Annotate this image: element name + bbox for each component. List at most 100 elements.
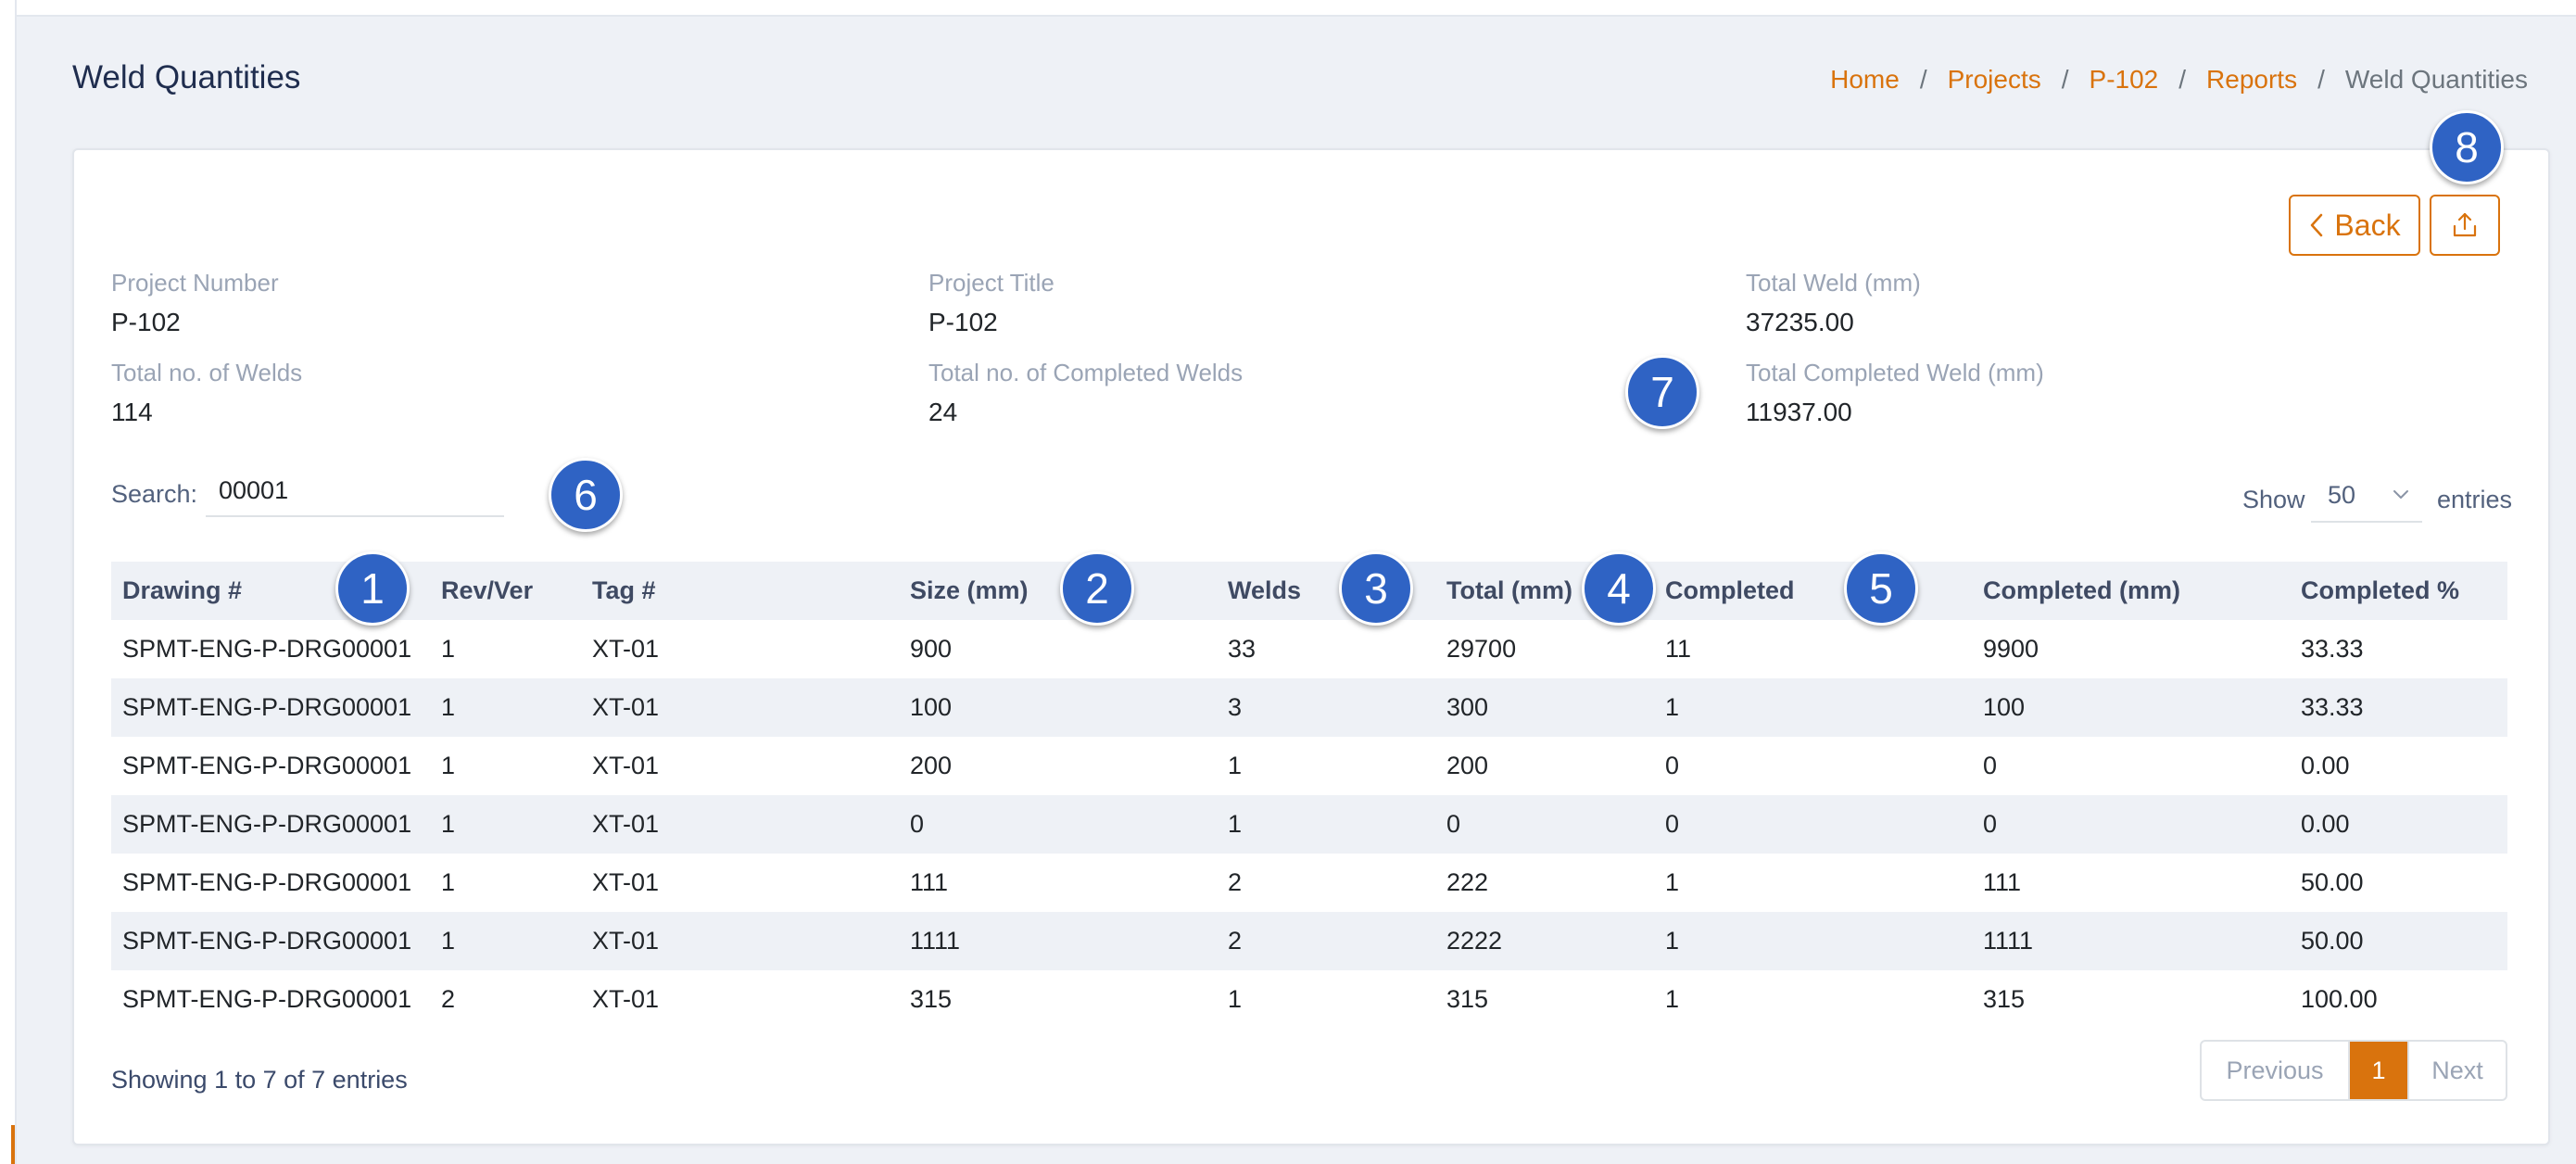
cell-welds: 3 [1217, 678, 1435, 737]
breadcrumb-separator: / [2317, 65, 2325, 94]
cell-completed-percent: 100.00 [2301, 985, 2378, 1013]
entries-per-page-value: 50 [2328, 480, 2356, 509]
project-number-value: P-102 [111, 308, 181, 336]
cell-tag: XT-01 [581, 678, 899, 737]
cell-welds: 1 [1228, 985, 1243, 1013]
cell-tag: XT-01 [592, 635, 660, 663]
cell-completed: 0 [1665, 752, 1680, 779]
cell-completed: 1 [1654, 912, 1972, 970]
cell-completed-mm: 0 [1972, 795, 2290, 854]
table-row: SPMT-ENG-P-DRG00001 1 XT-01 1111 2 2222 … [111, 912, 2507, 970]
cell-completed: 1 [1654, 678, 1972, 737]
total-completed-weld-label: Total Completed Weld (mm) [1746, 359, 2044, 386]
total-weld-value: 37235.00 [1746, 308, 1854, 336]
breadcrumb-separator: / [2178, 65, 2187, 94]
cell-total: 29700 [1446, 635, 1517, 663]
cell-tag: XT-01 [592, 868, 660, 896]
cell-tag: XT-01 [581, 912, 899, 970]
cell-size: 200 [910, 752, 953, 779]
total-completed-weld-value: 11937.00 [1746, 398, 1852, 426]
breadcrumb-current: Weld Quantities [2344, 65, 2528, 94]
annotation-marker-3: 3 [1339, 551, 1413, 626]
cell-rev: 1 [441, 752, 456, 779]
table-row: SPMT-ENG-P-DRG00001 1 XT-01 900 33 29700… [111, 620, 2507, 678]
cell-tag: XT-01 [581, 795, 899, 854]
breadcrumb-home-link[interactable]: Home [1830, 65, 1900, 94]
breadcrumb-project-link[interactable]: P-102 [2089, 65, 2159, 94]
breadcrumb-projects-link[interactable]: Projects [1947, 65, 2041, 94]
total-weld-label: Total Weld (mm) [1746, 269, 1921, 297]
cell-completed-mm: 315 [1983, 985, 2026, 1013]
cell-drawing: SPMT-ENG-P-DRG00001 [111, 795, 430, 854]
chevron-left-icon [2311, 213, 2323, 237]
cell-drawing: SPMT-ENG-P-DRG00001 [122, 752, 412, 779]
cell-drawing: SPMT-ENG-P-DRG00001 [111, 912, 430, 970]
cell-completed-percent: 0.00 [2290, 795, 2507, 854]
breadcrumb-reports-link[interactable]: Reports [2206, 65, 2298, 94]
sidebar-active-indicator [11, 1125, 15, 1164]
column-header-completed-mm[interactable]: Completed (mm) [1972, 562, 2290, 620]
cell-total: 300 [1435, 678, 1654, 737]
cell-completed: 11 [1665, 635, 1692, 663]
cell-completed: 1 [1665, 985, 1680, 1013]
annotation-marker-2: 2 [1060, 551, 1134, 626]
pagination-previous-button[interactable]: Previous [2202, 1042, 2350, 1099]
cell-size: 111 [910, 868, 949, 896]
cell-drawing: SPMT-ENG-P-DRG00001 [122, 635, 412, 663]
cell-tag: XT-01 [592, 985, 660, 1013]
cell-completed-mm: 0 [1983, 752, 1998, 779]
annotation-marker-6: 6 [549, 458, 623, 532]
cell-drawing: SPMT-ENG-P-DRG00001 [122, 985, 412, 1013]
search-input[interactable] [206, 465, 504, 517]
breadcrumb-separator: / [1919, 65, 1927, 94]
export-button[interactable] [2430, 195, 2500, 256]
entries-per-page-select[interactable]: 50 [2311, 469, 2422, 523]
cell-rev: 1 [430, 795, 581, 854]
table-row: SPMT-ENG-P-DRG00001 1 XT-01 0 1 0 0 0 0.… [111, 795, 2507, 854]
cell-total: 200 [1446, 752, 1489, 779]
total-completed-welds-value: 24 [928, 398, 958, 426]
column-header-tag[interactable]: Tag # [581, 562, 899, 620]
column-header-size[interactable]: Size (mm) [899, 562, 1217, 620]
table-row: SPMT-ENG-P-DRG00001 2 XT-01 315 1 315 1 … [111, 970, 2507, 1029]
cell-size: 0 [899, 795, 1217, 854]
cell-total: 315 [1446, 985, 1489, 1013]
total-welds-value: 114 [111, 398, 153, 426]
pagination-next-button[interactable]: Next [2407, 1042, 2506, 1099]
column-header-rev[interactable]: Rev/Ver [430, 562, 581, 620]
back-button[interactable]: Back [2289, 195, 2420, 256]
cell-welds: 33 [1228, 635, 1256, 663]
show-label: Show [2242, 486, 2305, 513]
project-number-label: Project Number [111, 269, 279, 297]
page-title: Weld Quantities [72, 59, 301, 95]
cell-completed: 0 [1654, 795, 1972, 854]
cell-drawing: SPMT-ENG-P-DRG00001 [122, 868, 412, 896]
table-row: SPMT-ENG-P-DRG00001 1 XT-01 111 2 222 1 … [111, 854, 2507, 912]
top-header-edge [17, 0, 2576, 17]
cell-total: 0 [1435, 795, 1654, 854]
cell-completed-percent: 0.00 [2301, 752, 2350, 779]
cell-drawing: SPMT-ENG-P-DRG00001 [111, 678, 430, 737]
cell-size: 315 [910, 985, 953, 1013]
cell-total: 222 [1446, 868, 1489, 896]
column-header-completed-percent[interactable]: Completed % [2290, 562, 2507, 620]
annotation-marker-5: 5 [1844, 551, 1918, 626]
cell-completed-mm: 9900 [1983, 635, 2039, 663]
weld-quantities-table: Drawing # Rev/Ver Tag # Size (mm) Welds … [111, 562, 2507, 1029]
cell-welds: 1 [1228, 752, 1243, 779]
project-title-value: P-102 [928, 308, 998, 336]
table-header-row: Drawing # Rev/Ver Tag # Size (mm) Welds … [111, 562, 2507, 620]
total-welds-label: Total no. of Welds [111, 359, 303, 386]
pagination-page-button[interactable]: 1 [2350, 1042, 2407, 1099]
left-sidebar-edge [0, 0, 17, 1164]
column-header-completed[interactable]: Completed [1654, 562, 1972, 620]
table-row: SPMT-ENG-P-DRG00001 1 XT-01 200 1 200 0 … [111, 737, 2507, 795]
annotation-marker-4: 4 [1582, 551, 1656, 626]
report-card: Back Project Number P-102 Project Title … [72, 148, 2550, 1145]
cell-rev: 2 [441, 985, 456, 1013]
cell-size: 100 [899, 678, 1217, 737]
cell-welds: 2 [1217, 912, 1435, 970]
cell-welds: 2 [1228, 868, 1243, 896]
cell-completed-percent: 33.33 [2301, 635, 2364, 663]
